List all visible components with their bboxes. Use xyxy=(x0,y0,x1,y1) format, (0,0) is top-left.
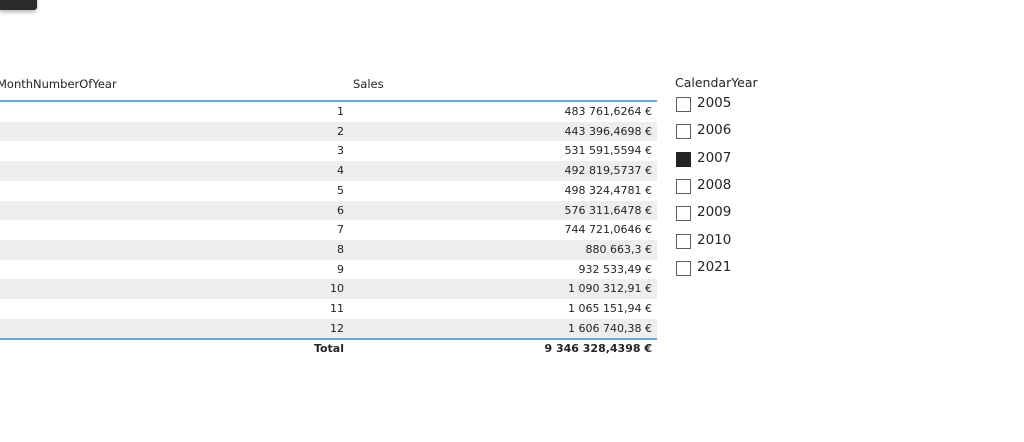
table-row xyxy=(0,279,657,299)
slicer-title: CalendarYear xyxy=(675,75,758,90)
cell: 531 591,5594 € xyxy=(564,144,652,158)
tooltip xyxy=(0,0,37,10)
checkbox[interactable] xyxy=(676,233,691,249)
cell: 12 xyxy=(330,321,344,335)
cell: 744 721,0646 € xyxy=(564,223,652,237)
slicer-item[interactable]: 2009 xyxy=(697,204,732,221)
slicer-item[interactable]: 2008 xyxy=(697,176,732,193)
checkbox[interactable] xyxy=(676,206,691,222)
cell: 1 xyxy=(337,105,344,118)
cell: 576 311,6478 € xyxy=(564,203,652,217)
cell: 492 819,5737 € xyxy=(564,164,652,178)
cell: 9 xyxy=(337,262,344,276)
cell: 443 396,4698 € xyxy=(564,124,652,138)
checkbox[interactable] xyxy=(676,151,691,167)
slicer: CalendarYear 2005 2006 2007 2008 2009 2010 202… xyxy=(670,0,870,442)
table-row xyxy=(0,220,657,240)
table-row xyxy=(0,102,657,122)
cell: 1 090 312,91 € xyxy=(568,282,652,296)
checkbox[interactable] xyxy=(676,124,691,140)
cell: 11 xyxy=(330,302,344,315)
column-header[interactable]: Sales xyxy=(353,77,384,91)
table-row xyxy=(0,299,657,319)
slicer-item[interactable]: 2006 xyxy=(697,122,732,139)
cell: 880 663,3 € xyxy=(585,242,652,256)
cell: 4 xyxy=(337,164,344,178)
table-row xyxy=(0,259,657,280)
table-row xyxy=(0,161,657,181)
checkbox[interactable] xyxy=(676,97,691,112)
table-row xyxy=(0,239,657,260)
cell: 1 606 740,38 € xyxy=(568,321,652,335)
cell: 8 xyxy=(337,242,344,256)
column-header[interactable]: MonthNumberOfYear xyxy=(0,77,117,91)
total-value: 9 346 328,4398 € xyxy=(544,342,652,356)
table-row xyxy=(0,121,657,142)
cell: 5 xyxy=(337,183,344,197)
cell: 7 xyxy=(337,223,344,237)
checkbox[interactable] xyxy=(676,178,691,194)
table-row xyxy=(0,180,657,201)
table-visual: MonthNumberOfYear Sales 1 483 761,6264 € 2… xyxy=(0,77,657,356)
cell: 6 xyxy=(337,203,344,217)
cell: 10 xyxy=(330,282,344,296)
cell: 932 533,49 € xyxy=(578,262,652,276)
total-label: Total xyxy=(313,342,344,356)
checkbox[interactable] xyxy=(676,260,691,276)
table-row xyxy=(0,200,657,221)
cell: 2 xyxy=(337,124,344,138)
cell: 483 761,6264 € xyxy=(564,105,652,118)
slicer-item[interactable]: 2007 xyxy=(697,149,732,166)
slicer-item[interactable]: 2010 xyxy=(697,231,732,248)
cell: 498 324,4781 € xyxy=(564,183,652,197)
table-row xyxy=(0,318,657,339)
cell: 1 065 151,94 € xyxy=(568,302,652,315)
cell: 3 xyxy=(337,144,344,158)
slicer-item[interactable]: 2005 xyxy=(697,95,732,111)
header-border xyxy=(0,100,657,102)
slicer-item[interactable]: 2021 xyxy=(697,258,732,275)
total-border xyxy=(0,338,657,340)
table-row xyxy=(0,141,657,162)
